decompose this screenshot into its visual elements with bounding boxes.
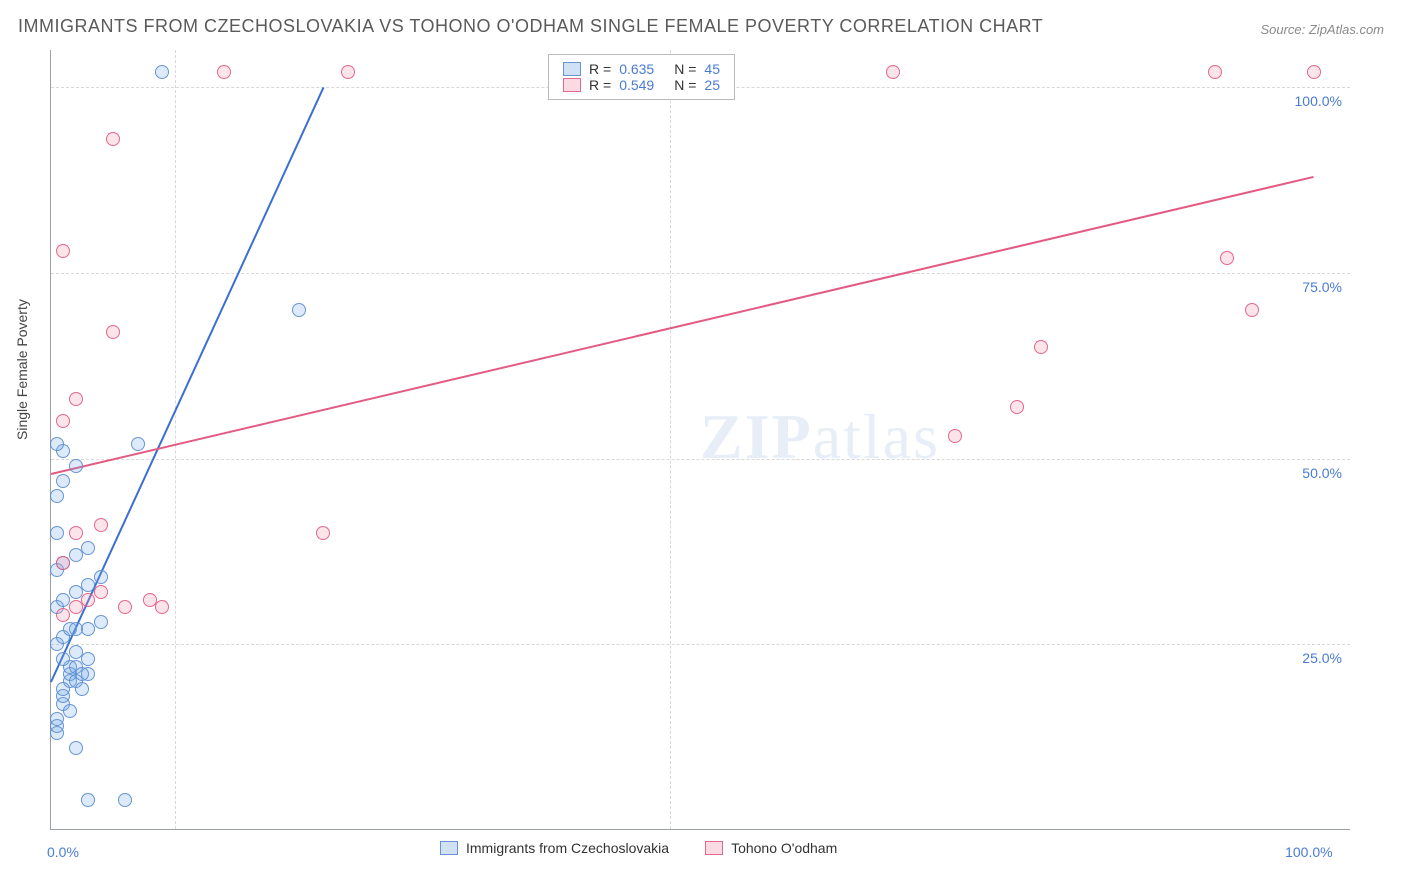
y-tick-label: 75.0%: [1302, 279, 1342, 295]
swatch-blue-icon: [440, 841, 458, 855]
data-point-blue: [81, 793, 95, 807]
gridline-h: [51, 273, 1350, 274]
data-point-pink: [948, 429, 962, 443]
data-point-pink: [341, 65, 355, 79]
data-point-pink: [1034, 340, 1048, 354]
data-point-pink: [1307, 65, 1321, 79]
data-point-pink: [1245, 303, 1259, 317]
data-point-pink: [69, 392, 83, 406]
r-value-pink: 0.549: [619, 77, 654, 93]
n-label: N =: [674, 61, 696, 77]
n-value-blue: 45: [704, 61, 720, 77]
n-label: N =: [674, 77, 696, 93]
data-point-pink: [106, 132, 120, 146]
y-tick-label: 50.0%: [1302, 465, 1342, 481]
watermark-bold: ZIP: [700, 401, 813, 472]
data-point-blue: [50, 437, 64, 451]
legend-item-blue: Immigrants from Czechoslovakia: [440, 840, 669, 856]
data-point-blue: [81, 652, 95, 666]
data-point-blue: [69, 741, 83, 755]
data-point-pink: [118, 600, 132, 614]
legend-row-blue: R = 0.635 N = 45: [563, 61, 720, 77]
data-point-blue: [81, 541, 95, 555]
data-point-pink: [56, 414, 70, 428]
data-point-pink: [1010, 400, 1024, 414]
data-point-blue: [118, 793, 132, 807]
x-tick-label: 0.0%: [47, 844, 79, 860]
data-point-pink: [1220, 251, 1234, 265]
source-attribution: Source: ZipAtlas.com: [1260, 22, 1384, 37]
data-point-pink: [56, 244, 70, 258]
watermark-light: atlas: [813, 401, 940, 472]
data-point-pink: [886, 65, 900, 79]
data-point-blue: [94, 570, 108, 584]
r-label: R =: [589, 61, 611, 77]
data-point-blue: [56, 474, 70, 488]
data-point-pink: [94, 518, 108, 532]
data-point-pink: [1208, 65, 1222, 79]
swatch-pink-icon: [563, 78, 581, 92]
gridline-h: [51, 644, 1350, 645]
data-point-blue: [75, 682, 89, 696]
r-value-blue: 0.635: [619, 61, 654, 77]
y-tick-label: 25.0%: [1302, 650, 1342, 666]
data-point-blue: [75, 667, 89, 681]
data-point-pink: [106, 325, 120, 339]
data-point-blue: [63, 704, 77, 718]
data-point-pink: [94, 585, 108, 599]
n-value-pink: 25: [704, 77, 720, 93]
series-label-pink: Tohono O'odham: [731, 840, 837, 856]
y-tick-label: 100.0%: [1295, 93, 1342, 109]
data-point-blue: [50, 526, 64, 540]
series-legend: Immigrants from Czechoslovakia Tohono O'…: [440, 840, 837, 856]
data-point-blue: [69, 459, 83, 473]
data-point-blue: [292, 303, 306, 317]
legend-row-pink: R = 0.549 N = 25: [563, 77, 720, 93]
data-point-pink: [316, 526, 330, 540]
trendline-pink: [51, 176, 1314, 475]
data-point-blue: [155, 65, 169, 79]
data-point-blue: [131, 437, 145, 451]
r-label: R =: [589, 77, 611, 93]
data-point-pink: [217, 65, 231, 79]
data-point-blue: [94, 615, 108, 629]
data-point-pink: [56, 556, 70, 570]
gridline-v: [670, 50, 671, 829]
x-tick-label: 100.0%: [1285, 844, 1332, 860]
swatch-blue-icon: [563, 62, 581, 76]
watermark-text: ZIPatlas: [700, 400, 940, 474]
y-axis-label: Single Female Poverty: [14, 299, 30, 440]
data-point-blue: [56, 652, 70, 666]
series-label-blue: Immigrants from Czechoslovakia: [466, 840, 669, 856]
data-point-pink: [155, 600, 169, 614]
swatch-pink-icon: [705, 841, 723, 855]
legend-item-pink: Tohono O'odham: [705, 840, 837, 856]
gridline-v: [175, 50, 176, 829]
data-point-blue: [50, 489, 64, 503]
data-point-pink: [69, 526, 83, 540]
correlation-legend: R = 0.635 N = 45 R = 0.549 N = 25: [548, 54, 735, 100]
chart-title: IMMIGRANTS FROM CZECHOSLOVAKIA VS TOHONO…: [18, 16, 1043, 37]
